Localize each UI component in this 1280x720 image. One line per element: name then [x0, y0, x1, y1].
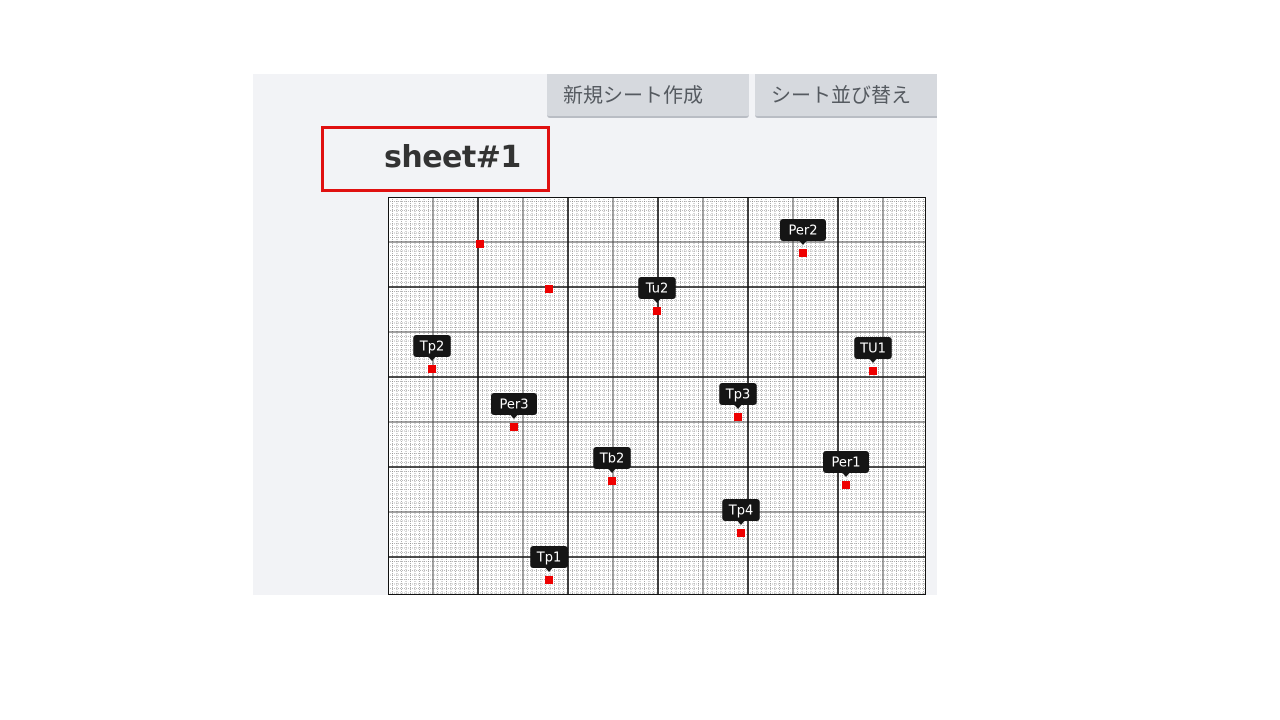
marker-point[interactable] — [869, 367, 877, 375]
marker-point[interactable] — [734, 413, 742, 421]
marker-tag — [413, 335, 451, 357]
marker-tag — [719, 383, 757, 405]
marker-tag — [722, 499, 760, 521]
marker-tp2[interactable]: Tp2 — [413, 335, 451, 373]
marker-point[interactable] — [510, 423, 518, 431]
marker-label: Tp3 — [725, 388, 750, 403]
marker-per3[interactable]: Per3 — [491, 393, 537, 431]
marker-point[interactable] — [545, 576, 553, 584]
marker-tag-pointer — [510, 415, 518, 419]
marker-point[interactable] — [799, 249, 807, 257]
sheet-title: sheet#1 — [384, 140, 521, 175]
marker-tag — [780, 219, 826, 241]
marker-point[interactable] — [653, 307, 661, 315]
marker-tag-pointer — [734, 405, 742, 409]
marker-tag — [491, 393, 537, 415]
marker-label: Tu2 — [645, 282, 668, 297]
marker-tag — [854, 337, 892, 359]
marker-point[interactable] — [737, 529, 745, 537]
marker-tag-pointer — [737, 521, 745, 525]
grid-sheet[interactable]: Per2 Tu2 Tp2 TU1 Per3 Tp3 Tb2 Per1 Tp4 Tp1 — [388, 197, 926, 595]
marker-tag-pointer — [428, 357, 436, 361]
marker-tag-pointer — [869, 359, 877, 363]
marker-point[interactable] — [545, 285, 553, 293]
marker-tag — [638, 277, 676, 299]
marker-tag-pointer — [653, 299, 661, 303]
marker-tp4[interactable]: Tp4 — [722, 499, 760, 537]
marker-label: Tp1 — [536, 551, 561, 566]
marker-tp1[interactable]: Tp1 — [530, 546, 568, 584]
marker-layer: Per2 Tu2 Tp2 TU1 Per3 Tp3 Tb2 Per1 Tp4 Tp1 — [413, 219, 892, 584]
marker-point[interactable] — [608, 477, 616, 485]
marker-tag-pointer — [842, 473, 850, 477]
marker-tag — [593, 447, 631, 469]
marker-point[interactable] — [428, 365, 436, 373]
marker-per1[interactable]: Per1 — [823, 451, 869, 489]
marker-point[interactable] — [476, 240, 484, 248]
marker-unlabeled[interactable] — [545, 285, 553, 293]
marker-label: Per2 — [789, 224, 818, 239]
marker-tu1[interactable]: TU1 — [854, 337, 892, 375]
marker-label: TU1 — [859, 342, 886, 357]
app-window: 新規シート作成 シート並び替え sheet#1 Per2 Tu2 Tp2 TU1 Per… — [253, 74, 937, 595]
marker-unlabeled[interactable] — [476, 240, 484, 248]
title-highlight-box — [321, 126, 550, 192]
marker-tag-pointer — [799, 241, 807, 245]
marker-tag — [530, 546, 568, 568]
marker-per2[interactable]: Per2 — [780, 219, 826, 257]
marker-point[interactable] — [842, 481, 850, 489]
marker-label: Per1 — [832, 456, 861, 471]
marker-tu2[interactable]: Tu2 — [638, 277, 676, 315]
major-grid-lines — [388, 197, 926, 595]
marker-tb2[interactable]: Tb2 — [593, 447, 631, 485]
sort-sheets-button[interactable]: シート並び替え — [755, 74, 937, 118]
marker-tag-pointer — [608, 469, 616, 473]
new-sheet-button[interactable]: 新規シート作成 — [547, 74, 749, 118]
marker-label: Tp2 — [419, 340, 444, 355]
marker-tag — [823, 451, 869, 473]
marker-tp3[interactable]: Tp3 — [719, 383, 757, 421]
marker-label: Per3 — [500, 398, 529, 413]
marker-tag-pointer — [545, 568, 553, 572]
marker-label: Tp4 — [728, 504, 753, 519]
grid-canvas[interactable]: Per2 Tu2 Tp2 TU1 Per3 Tp3 Tb2 Per1 Tp4 Tp1 — [388, 197, 926, 595]
marker-label: Tb2 — [599, 452, 624, 467]
